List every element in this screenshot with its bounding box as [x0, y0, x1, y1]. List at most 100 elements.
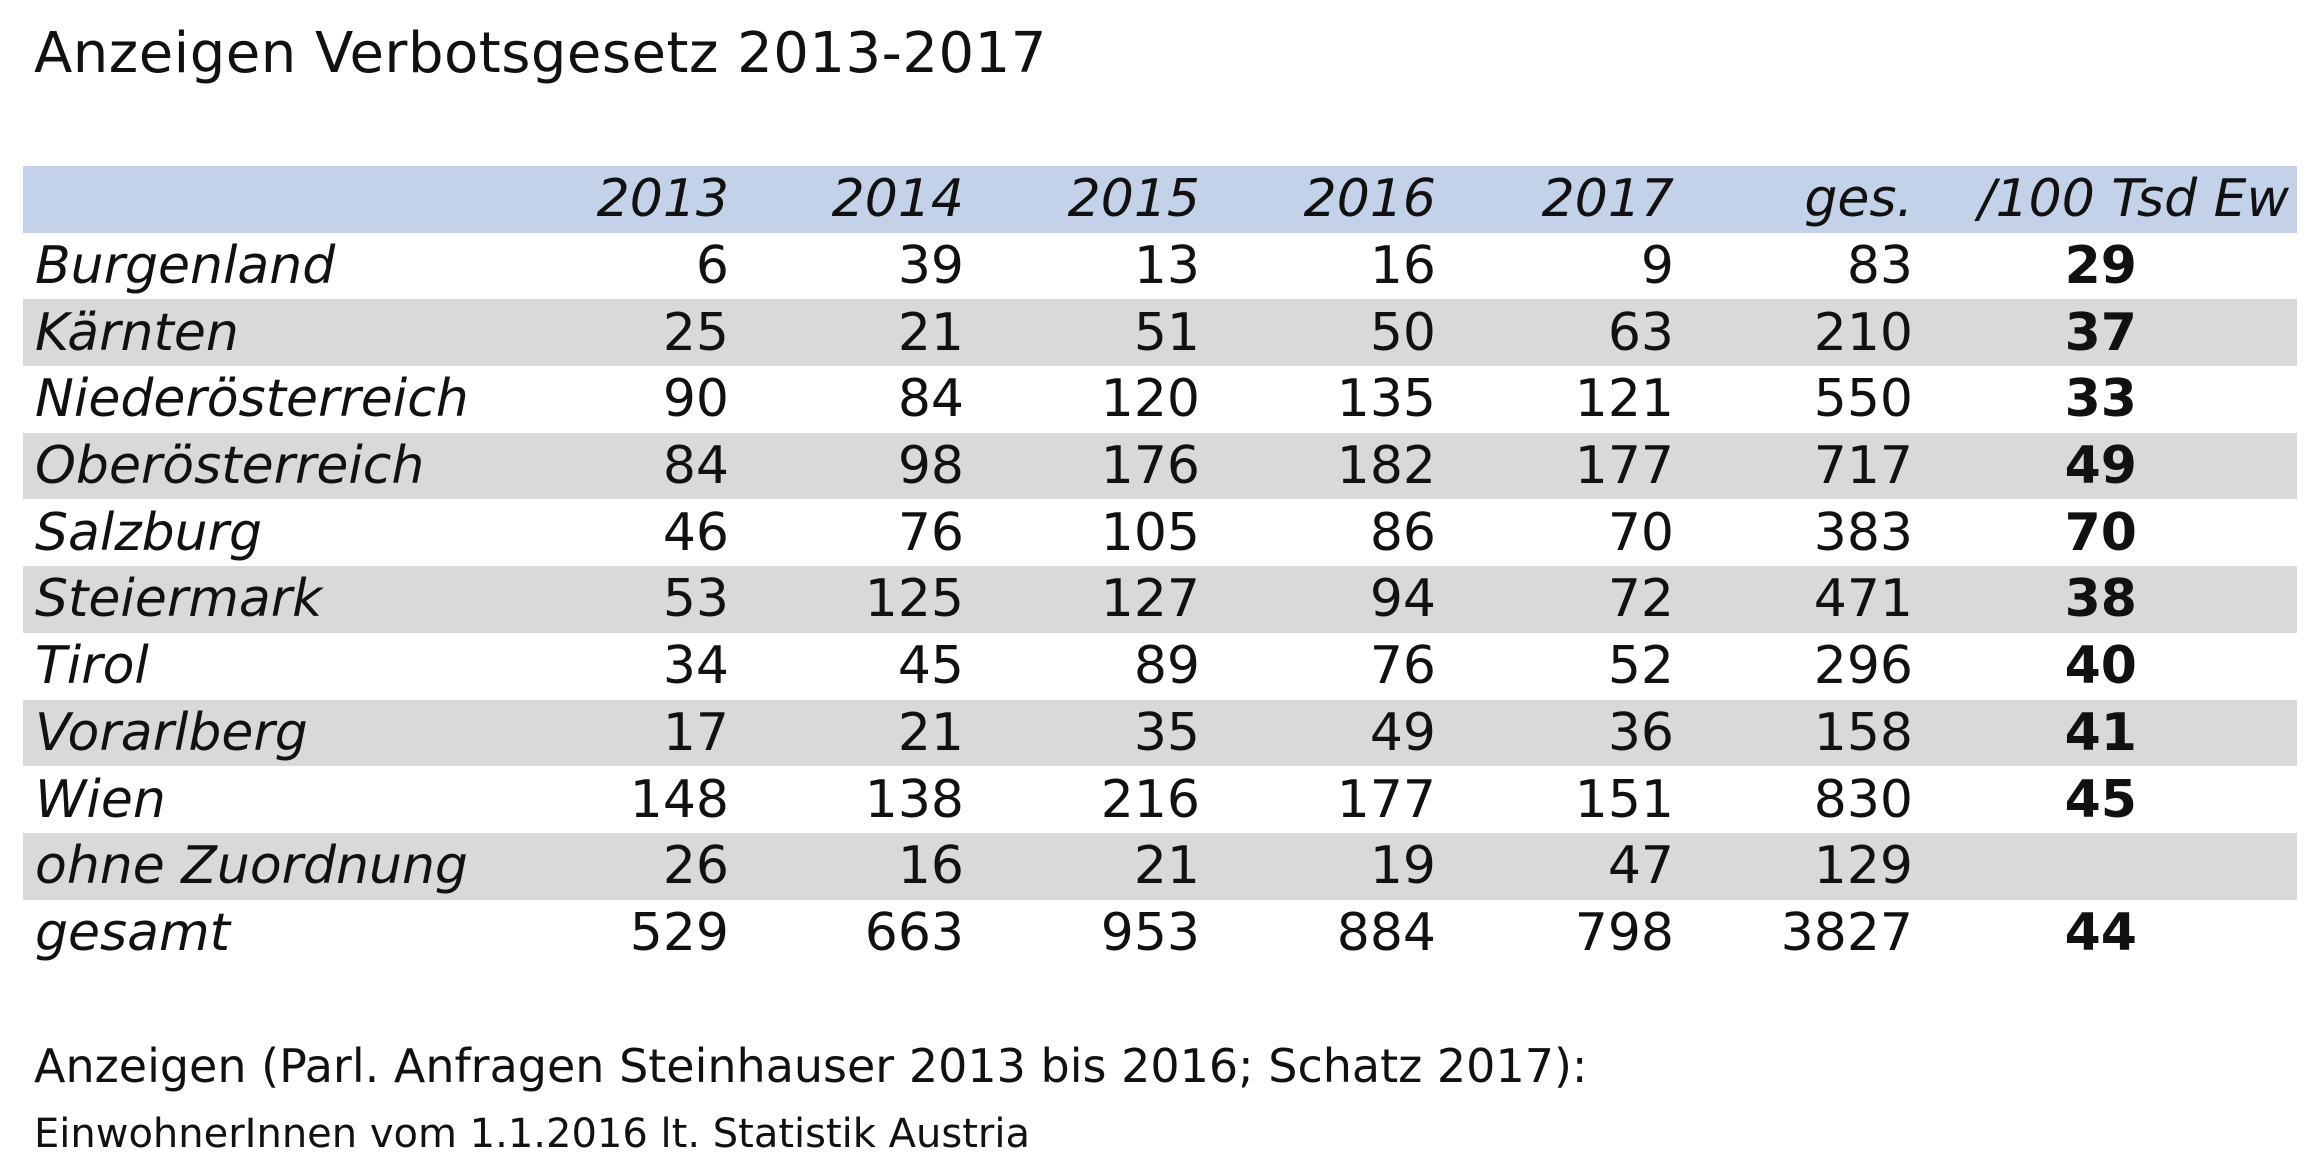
- table-body: Burgenland 6 39 13 16 9 83 29 Kärnten 25 21 51 50 63 2…: [23, 233, 2297, 967]
- table-cell: 53: [662, 569, 729, 630]
- table-cell: 135: [1336, 369, 1436, 430]
- table-cell: 46: [662, 502, 729, 563]
- table-cell: 84: [662, 436, 729, 497]
- row-label: Kärnten: [35, 302, 239, 363]
- table-cell: 86: [1369, 502, 1436, 563]
- table-cell: 120: [1100, 369, 1200, 430]
- column-header-region: [23, 166, 473, 233]
- table-cell: 36: [1607, 702, 1674, 763]
- table-cell: 35: [1133, 702, 1200, 763]
- row-label: Niederösterreich: [35, 369, 469, 430]
- column-header-per-100k: /100 Tsd Ew: [1978, 169, 2289, 230]
- table-cell: 129: [1813, 836, 1913, 897]
- per-100k-cell: 37: [2064, 302, 2137, 363]
- table-cell: 105: [1100, 502, 1200, 563]
- table-cell: 49: [1369, 702, 1436, 763]
- table-row: Kärnten 25 21 51 50 63 210 37: [23, 299, 2297, 367]
- table-cell: 138: [864, 769, 964, 830]
- table-cell: 383: [1813, 502, 1913, 563]
- table-cell: 70: [1607, 502, 1674, 563]
- table-row: Wien 148 138 216 177 151 830 45: [23, 766, 2297, 833]
- table-cell: 798: [1574, 902, 1674, 963]
- table-cell: 63: [1607, 302, 1674, 363]
- row-label: gesamt: [35, 902, 230, 963]
- row-label: Wien: [35, 769, 166, 830]
- table-cell: 177: [1574, 436, 1674, 497]
- per-100k-cell: 38: [2064, 569, 2137, 630]
- row-label: Steiermark: [35, 569, 323, 630]
- table-cell: 6: [695, 236, 729, 297]
- per-100k-cell: 44: [2064, 902, 2137, 963]
- table-cell: 121: [1574, 369, 1674, 430]
- table-cell: 158: [1813, 702, 1913, 763]
- table-cell: 51: [1133, 302, 1200, 363]
- table-row: Oberösterreich 84 98 176 182 177 717 49: [23, 432, 2297, 500]
- table-cell: 34: [662, 636, 729, 697]
- table-row: Salzburg 46 76 105 86 70 383 70: [23, 499, 2297, 566]
- per-100k-cell: 40: [2064, 636, 2137, 697]
- table-cell: 148: [629, 769, 729, 830]
- table-cell: 76: [1369, 636, 1436, 697]
- table-header-row: 2013 2014 2015 2016 2017 ges. /100 Tsd E…: [23, 166, 2297, 233]
- per-100k-cell: 33: [2064, 369, 2137, 430]
- per-100k-cell: 70: [2064, 502, 2137, 563]
- table-cell: 90: [662, 369, 729, 430]
- data-table: 2013 2014 2015 2016 2017 ges. /100 Tsd E…: [23, 166, 2297, 966]
- table-row: Niederösterreich 90 84 120 135 121 550 33: [23, 366, 2297, 433]
- table-cell: 3827: [1780, 902, 1913, 963]
- table-cell: 50: [1369, 302, 1436, 363]
- column-header-2017: 2017: [1541, 169, 1674, 230]
- per-100k-cell: 29: [2064, 236, 2137, 297]
- table-cell: 550: [1813, 369, 1913, 430]
- table-cell: 25: [662, 302, 729, 363]
- table-cell: 529: [629, 902, 729, 963]
- row-label: ohne Zuordnung: [35, 836, 468, 897]
- row-label: Burgenland: [35, 236, 336, 297]
- data-table-container: 2013 2014 2015 2016 2017 ges. /100 Tsd E…: [23, 166, 2297, 966]
- column-header-2016: 2016: [1303, 169, 1436, 230]
- table-cell: 151: [1574, 769, 1674, 830]
- table-cell: 17: [662, 702, 729, 763]
- table-row: Vorarlberg 17 21 35 49 36 158 41: [23, 699, 2297, 767]
- per-100k-cell: 49: [2064, 436, 2137, 497]
- row-label: Tirol: [35, 636, 149, 697]
- table-cell: 953: [1100, 902, 1200, 963]
- column-header-2013: 2013: [596, 169, 729, 230]
- table-row: gesamt 529 663 953 884 798 3827 44: [23, 900, 2297, 967]
- row-label: Salzburg: [35, 502, 262, 563]
- table-cell: 26: [662, 836, 729, 897]
- table-cell: 125: [864, 569, 964, 630]
- population-note: EinwohnerInnen vom 1.1.2016 lt. Statisti…: [34, 1111, 1030, 1157]
- source-note: Anzeigen (Parl. Anfragen Steinhauser 201…: [34, 1039, 1588, 1093]
- table-cell: 16: [1369, 236, 1436, 297]
- table-cell: 830: [1813, 769, 1913, 830]
- table-cell: 13: [1133, 236, 1200, 297]
- table-cell: 76: [897, 502, 964, 563]
- table-cell: 83: [1846, 236, 1913, 297]
- table-cell: 47: [1607, 836, 1674, 897]
- table-cell: 45: [897, 636, 964, 697]
- table-cell: 210: [1813, 302, 1913, 363]
- table-cell: 89: [1133, 636, 1200, 697]
- table-cell: 84: [897, 369, 964, 430]
- table-cell: 21: [897, 302, 964, 363]
- table-row: Burgenland 6 39 13 16 9 83 29: [23, 233, 2297, 300]
- table-cell: 52: [1607, 636, 1674, 697]
- table-cell: 296: [1813, 636, 1913, 697]
- page-title: Anzeigen Verbotsgesetz 2013-2017: [34, 21, 1047, 86]
- row-label: Vorarlberg: [35, 702, 308, 763]
- table-row: ohne Zuordnung 26 16 21 19 47 129: [23, 832, 2297, 900]
- table-cell: 176: [1100, 436, 1200, 497]
- table-cell: 94: [1369, 569, 1436, 630]
- table-cell: 182: [1336, 436, 1436, 497]
- per-100k-cell: 45: [2064, 769, 2137, 830]
- table-row: Steiermark 53 125 127 94 72 471 38: [23, 566, 2297, 633]
- table-cell: 471: [1813, 569, 1913, 630]
- per-100k-cell: 41: [2064, 702, 2137, 763]
- column-header-total: ges.: [1804, 169, 1913, 230]
- table-cell: 19: [1369, 836, 1436, 897]
- table-cell: 663: [864, 902, 964, 963]
- table-row: Tirol 34 45 89 76 52 296 40: [23, 633, 2297, 700]
- table-cell: 216: [1100, 769, 1200, 830]
- table-cell: 9: [1640, 236, 1674, 297]
